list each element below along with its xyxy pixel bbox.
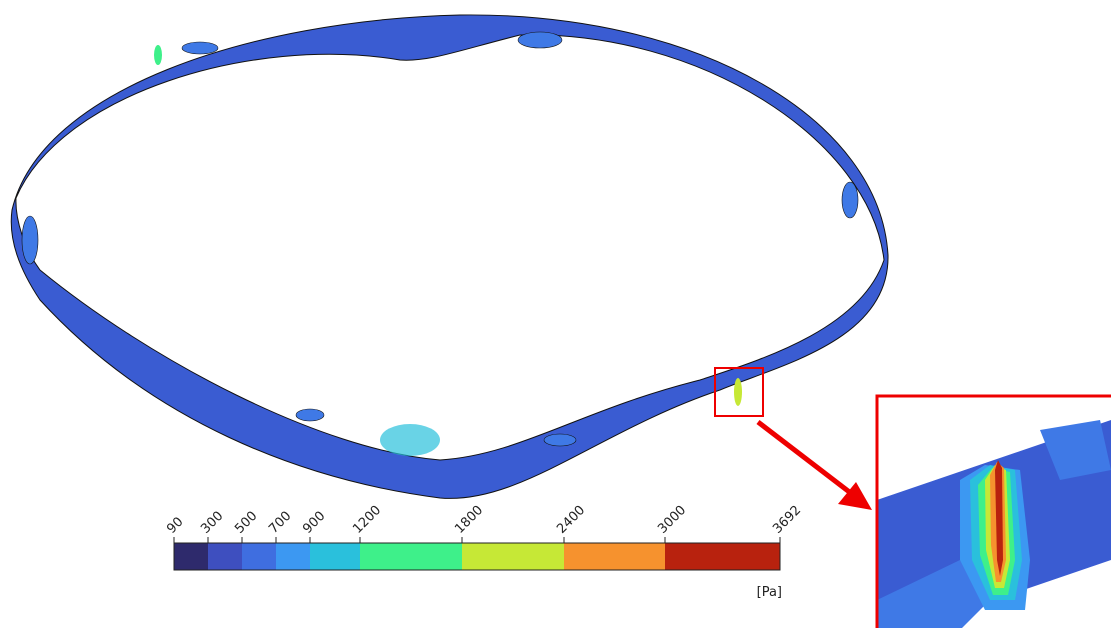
zoom-arrow (758, 422, 852, 494)
colorbar-tick-label: 900 (300, 509, 328, 537)
inset (877, 420, 1111, 628)
colorbar-segment (208, 543, 242, 570)
colorbar-tick-label: 90 (164, 515, 186, 537)
colorbar-tick-label: 700 (266, 509, 294, 537)
colorbar-segment (276, 543, 310, 570)
ring-band (11, 15, 888, 499)
colorbar-segment (242, 543, 276, 570)
colorbar-unit: [Pa] (757, 585, 782, 600)
colorbar-segment (310, 543, 360, 570)
colorbar-segment (564, 543, 665, 570)
colorbar-segment (462, 543, 564, 570)
colorbar-tick-label: 300 (198, 509, 226, 537)
colorbar-tick-label: 500 (232, 509, 260, 537)
colorbar-tick-label: 3692 (770, 503, 804, 537)
colorbar-tick-label: 3000 (655, 503, 689, 537)
colorbar-tick-label: 1800 (452, 503, 486, 537)
colorbar-tick-label: 2400 (554, 503, 588, 537)
colorbar-segment (665, 543, 780, 570)
figure: 90 300500700900 1200 1800 2400 3000 3692 [Pa] (0, 0, 1111, 628)
colorbar-tick-label: 1200 (350, 503, 384, 537)
colorbar-segment (174, 543, 208, 570)
colorbar-segment (360, 543, 462, 570)
